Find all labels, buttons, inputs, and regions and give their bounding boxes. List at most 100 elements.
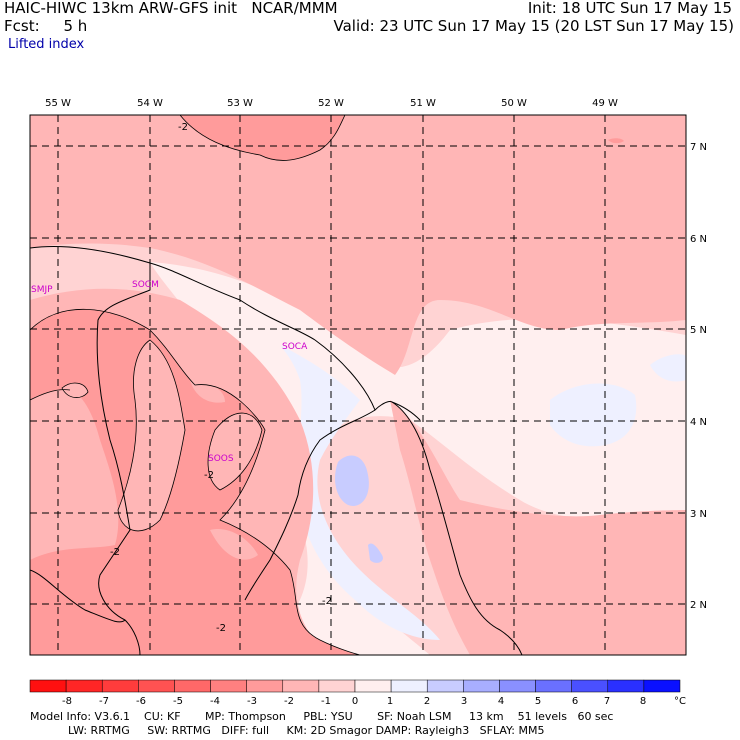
colorbar-tick: -4 — [210, 696, 220, 707]
contour-labels: -2 -2 -2 -2 -2 — [110, 122, 332, 634]
model-info-line1: Model Info: V3.6.1 CU: KF MP: Thompson P… — [30, 710, 614, 723]
lon-label: 55 W — [45, 98, 71, 109]
colorbar-swatch — [426, 679, 464, 693]
colorbar-swatch — [138, 679, 175, 693]
contour-hole-small — [61, 382, 89, 398]
contour-label: -2 — [322, 596, 332, 607]
li-fill-one-east — [550, 383, 637, 447]
colorbar-tick: 0 — [352, 696, 358, 707]
boundaries — [30, 246, 523, 655]
colorbar-swatch — [282, 679, 320, 693]
contour-minus-two-north — [179, 115, 346, 161]
li-fill-one-edge — [650, 354, 686, 382]
colorbar-tick: 7 — [604, 696, 610, 707]
colorbar-tick: 4 — [498, 696, 504, 707]
colorbar-swatch — [101, 679, 139, 693]
map-title: HAIC-HIWC 13km ARW-GFS init NCAR/MMM — [4, 0, 338, 17]
station-label-soos: SOOS — [208, 454, 234, 464]
colorbar-unit: °C — [674, 696, 686, 707]
colorbar-tick: 5 — [535, 696, 541, 707]
li-fill-hole-small — [62, 383, 88, 398]
colorbar-tick: -2 — [284, 696, 294, 707]
li-fill-hole-west — [118, 340, 185, 531]
lifted-index-fill — [30, 115, 686, 655]
colorbar-swatch — [499, 679, 536, 693]
lon-label: 53 W — [227, 98, 253, 109]
colorbar-tick: -7 — [99, 696, 109, 707]
colorbar-swatch — [571, 679, 609, 693]
li-fill-zero — [150, 262, 686, 655]
colorbar-swatch — [354, 679, 392, 693]
colorbar-tick: -1 — [321, 696, 331, 707]
lon-label: 52 W — [318, 98, 344, 109]
li-fill-hole-soos — [208, 413, 262, 490]
contour-minus-two-main — [30, 308, 361, 655]
contour-label: -2 — [178, 122, 188, 133]
contour-label: -2 — [204, 470, 214, 481]
border-suriname-guiana — [244, 409, 376, 601]
lon-label: 49 W — [592, 98, 618, 109]
li-fill-minus-two-north — [180, 115, 345, 161]
lat-label: 2 N — [690, 600, 707, 611]
colorbar-tick: 6 — [572, 696, 578, 707]
li-fill-minus-two — [30, 309, 360, 655]
lat-label: 6 N — [690, 234, 707, 245]
li-fill-hole-south — [210, 529, 258, 560]
li-fill-two-south — [368, 543, 383, 563]
li-fill-one — [280, 345, 440, 640]
station-label-soca: SOCA — [282, 342, 308, 352]
colorbar-tick: -5 — [173, 696, 183, 707]
map-frame — [29, 114, 687, 656]
colorbar — [29, 679, 681, 693]
contour-hole-west — [117, 339, 186, 532]
station-label-socm: SOCM — [132, 280, 159, 290]
li-fill-minus-two-spot — [608, 138, 624, 144]
lon-label: 51 W — [410, 98, 436, 109]
colorbar-tick: 2 — [424, 696, 430, 707]
lon-label: 54 W — [137, 98, 163, 109]
model-info-line2: LW: RRTMG SW: RRTMG DIFF: full KM: 2D Sm… — [68, 724, 545, 737]
station-label-smjp: SMJP — [31, 285, 53, 295]
stations: SMJP SOCM SOCA SOOS — [31, 280, 308, 464]
colorbar-swatch — [535, 679, 572, 693]
colorbar-swatch — [210, 679, 247, 693]
colorbar-swatch — [65, 679, 103, 693]
colorbar-swatch — [643, 679, 681, 693]
colorbar-swatch — [607, 679, 645, 693]
lat-label: 3 N — [690, 509, 707, 520]
graticule — [30, 115, 686, 655]
colorbar-swatch — [174, 679, 211, 693]
colorbar-tick: -6 — [136, 696, 146, 707]
contour-west-edge — [30, 389, 71, 401]
contour-hole-soos — [207, 412, 263, 491]
colorbar-tick: 1 — [387, 696, 393, 707]
colorbar-tick: -8 — [62, 696, 72, 707]
longitude-labels: 55 W 54 W 53 W 52 W 51 W 50 W 49 W — [45, 98, 618, 109]
latitude-labels: 7 N 6 N 5 N 4 N 3 N 2 N — [690, 142, 707, 611]
border-south-west — [30, 569, 126, 623]
li-fill-minus-one-southeast — [390, 400, 686, 655]
lat-label: 5 N — [690, 325, 707, 336]
li-fill-minus-one-north — [30, 115, 686, 375]
colorbar-tick: -3 — [247, 696, 257, 707]
contour-label: -2 — [110, 547, 120, 558]
colorbar-ticks: -8 -7 -6 -5 -4 -3 -2 -1 0 1 2 3 4 5 6 7 … — [62, 696, 686, 707]
lat-label: 7 N — [690, 142, 707, 153]
lon-label: 50 W — [501, 98, 527, 109]
colorbar-swatch — [390, 679, 428, 693]
border-suriname-guyana — [30, 246, 151, 655]
lat-label: 4 N — [690, 417, 707, 428]
colorbar-swatch — [318, 679, 356, 693]
colorbar-tick: 3 — [461, 696, 467, 707]
li-fill-hole-mid — [190, 380, 225, 403]
colorbar-swatch — [463, 679, 500, 693]
init-time: Init: 18 UTC Sun 17 May 15 — [527, 0, 732, 17]
field-name: Lifted index — [8, 37, 85, 52]
contours — [30, 115, 361, 655]
contour-label: -2 — [216, 623, 226, 634]
li-fill-two — [335, 455, 369, 506]
colorbar-swatch — [246, 679, 284, 693]
colorbar-tick: 8 — [640, 696, 646, 707]
forecast-hour: Fcst: 5 h — [4, 17, 88, 35]
